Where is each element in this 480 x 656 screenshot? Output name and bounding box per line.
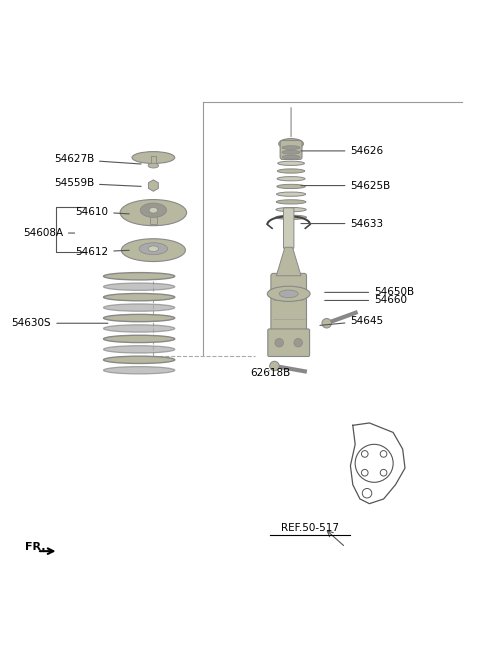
Ellipse shape — [104, 356, 175, 363]
Ellipse shape — [120, 199, 187, 226]
Ellipse shape — [140, 203, 167, 217]
Ellipse shape — [279, 290, 298, 298]
Ellipse shape — [276, 192, 306, 196]
Ellipse shape — [149, 207, 157, 213]
Text: 54608A: 54608A — [23, 228, 74, 238]
Ellipse shape — [148, 246, 158, 251]
Text: 54630S: 54630S — [12, 318, 108, 328]
Text: 54559B: 54559B — [54, 178, 141, 188]
Ellipse shape — [278, 161, 304, 165]
Ellipse shape — [132, 152, 175, 163]
Ellipse shape — [276, 200, 306, 204]
Ellipse shape — [276, 215, 307, 220]
Ellipse shape — [104, 283, 175, 291]
Text: 54627B: 54627B — [54, 154, 141, 165]
Ellipse shape — [276, 207, 306, 212]
Text: 54625B: 54625B — [301, 180, 391, 190]
Ellipse shape — [277, 169, 305, 173]
Ellipse shape — [104, 273, 175, 280]
Circle shape — [322, 319, 331, 328]
Text: 54650B: 54650B — [324, 287, 414, 297]
Text: 54626: 54626 — [301, 146, 384, 156]
Ellipse shape — [121, 239, 185, 262]
Bar — [151, 156, 156, 165]
Ellipse shape — [277, 176, 305, 181]
Ellipse shape — [267, 286, 310, 301]
FancyBboxPatch shape — [280, 140, 302, 159]
Circle shape — [294, 338, 302, 347]
Bar — [150, 213, 156, 224]
Text: 54660: 54660 — [324, 295, 407, 306]
Ellipse shape — [104, 293, 175, 301]
FancyBboxPatch shape — [284, 208, 294, 249]
Text: 54610: 54610 — [75, 207, 129, 216]
Text: 62618B: 62618B — [251, 368, 291, 378]
Text: FR.: FR. — [25, 543, 46, 552]
Ellipse shape — [104, 314, 175, 321]
Ellipse shape — [279, 138, 303, 149]
Ellipse shape — [277, 184, 305, 188]
Ellipse shape — [104, 304, 175, 311]
Ellipse shape — [148, 163, 158, 168]
Circle shape — [275, 338, 284, 347]
Text: 54645: 54645 — [320, 316, 384, 326]
Text: 54612: 54612 — [75, 247, 129, 257]
Ellipse shape — [104, 346, 175, 353]
Text: 54633: 54633 — [301, 218, 384, 228]
Ellipse shape — [104, 335, 175, 342]
Ellipse shape — [139, 243, 168, 255]
Ellipse shape — [104, 325, 175, 332]
Ellipse shape — [282, 155, 300, 159]
FancyBboxPatch shape — [268, 329, 310, 356]
FancyBboxPatch shape — [271, 274, 307, 331]
Polygon shape — [276, 247, 301, 276]
Ellipse shape — [104, 367, 175, 374]
Circle shape — [270, 361, 279, 371]
Text: REF.50-517: REF.50-517 — [281, 523, 339, 533]
Ellipse shape — [282, 146, 300, 150]
Ellipse shape — [282, 150, 300, 154]
